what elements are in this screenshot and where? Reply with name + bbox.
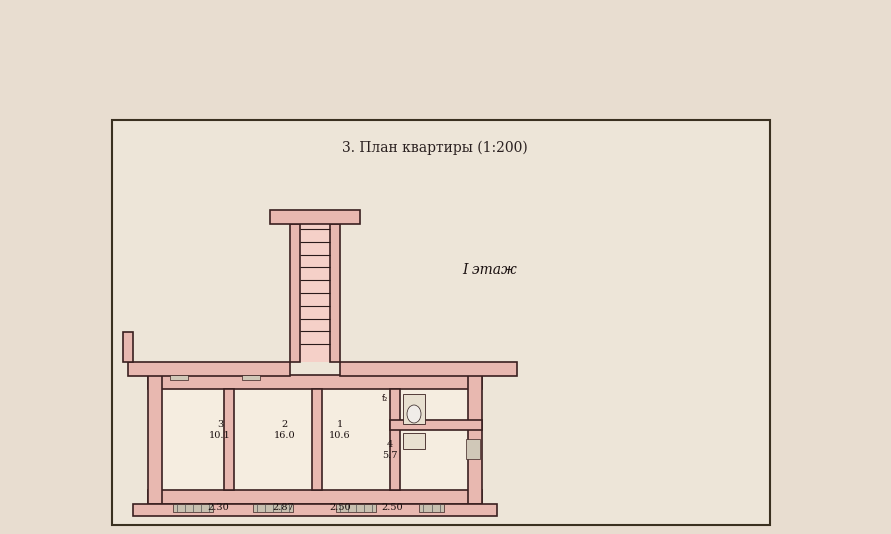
Bar	[403, 433, 425, 449]
Bar	[336, 504, 376, 512]
Bar	[419, 504, 444, 512]
Bar	[403, 394, 425, 424]
Text: I этаж: I этаж	[462, 263, 518, 277]
Text: 4
5.7: 4 5.7	[382, 441, 397, 460]
Bar	[340, 362, 517, 376]
Text: 1
10.6: 1 10.6	[329, 420, 351, 439]
Bar	[312, 389, 322, 490]
Bar	[133, 504, 497, 516]
Bar	[128, 362, 290, 376]
Bar	[390, 420, 482, 430]
Bar	[242, 375, 260, 380]
Bar	[173, 504, 213, 512]
Text: 3
10.1: 3 10.1	[209, 420, 231, 439]
Bar	[390, 389, 400, 490]
Bar	[270, 210, 360, 224]
Bar	[253, 504, 293, 512]
Bar	[148, 375, 482, 389]
Bar	[148, 375, 482, 516]
Text: 2
16.0: 2 16.0	[274, 420, 296, 439]
Text: f₂: f₂	[382, 394, 388, 403]
Bar	[112, 120, 770, 525]
Bar	[148, 490, 482, 504]
Bar	[330, 224, 340, 362]
Text: 3. План квартиры (1:200): 3. План квартиры (1:200)	[342, 141, 527, 155]
Text: 2.50: 2.50	[381, 504, 403, 513]
Ellipse shape	[407, 405, 421, 423]
Bar	[123, 332, 133, 362]
Bar	[466, 439, 480, 459]
Bar	[148, 375, 162, 504]
Bar	[290, 224, 300, 362]
Bar	[224, 389, 234, 490]
Bar	[170, 375, 188, 380]
Text: 2.30: 2.30	[207, 504, 229, 513]
Bar	[468, 375, 482, 504]
Bar	[300, 224, 330, 362]
Text: 2.87: 2.87	[272, 504, 294, 513]
Text: 2.50: 2.50	[329, 504, 351, 513]
